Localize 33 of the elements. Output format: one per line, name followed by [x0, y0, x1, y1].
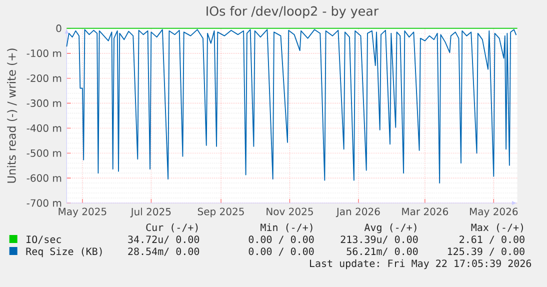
- y-tick-label: -700 m: [26, 199, 62, 207]
- text: Max (-/+): [471, 223, 523, 232]
- x-tick-label: Jan 2026: [336, 208, 380, 218]
- text: 0.00 / 0.00: [248, 248, 314, 256]
- text: Cur (-/+): [146, 223, 198, 232]
- text: Min (-/+): [260, 223, 312, 232]
- text: 2.61 / 0.00: [460, 236, 524, 244]
- y-tick-label: -500 m: [26, 149, 62, 157]
- y-tick-label: -300 m: [26, 99, 62, 107]
- x-tick-label: Jul 2025: [130, 208, 171, 218]
- y-tick-label: -200 m: [26, 74, 62, 82]
- text: 28.54m/ 0.00: [128, 248, 200, 256]
- y-tick-label: -400 m: [26, 124, 62, 132]
- x-tick-label: May 2025: [58, 208, 106, 218]
- x-tick-label: Mar 2026: [402, 208, 448, 216]
- x-tick-label: Sep 2025: [198, 208, 244, 218]
- y-tick-label: -100 m: [26, 50, 62, 58]
- y-axis-title: Units read (-) / write (+): [7, 48, 18, 183]
- chart-title: IOs for /dev/loop2 - by year: [206, 6, 379, 18]
- y-tick-label: -600 m: [26, 174, 62, 182]
- text: 125.39 / 0.00: [448, 248, 524, 256]
- legend-label: Req Size (KB): [26, 247, 102, 258]
- text: 56.21m/ 0.00: [346, 248, 418, 256]
- line-series: [66, 29, 517, 184]
- legend-label: IO/sec: [26, 236, 61, 244]
- text: Avg (-/+): [364, 223, 416, 234]
- text: Last update: Fri May 22 17:05:39 2026: [310, 259, 532, 270]
- text: 0.00 / 0.00: [248, 236, 314, 244]
- y-tick-label: 0: [56, 24, 62, 32]
- text: 34.72u/ 0.00: [128, 236, 200, 244]
- x-tick-label: May 2026: [470, 208, 518, 218]
- text: 213.39u/ 0.00: [340, 236, 418, 244]
- x-tick-label: Nov 2025: [266, 208, 313, 216]
